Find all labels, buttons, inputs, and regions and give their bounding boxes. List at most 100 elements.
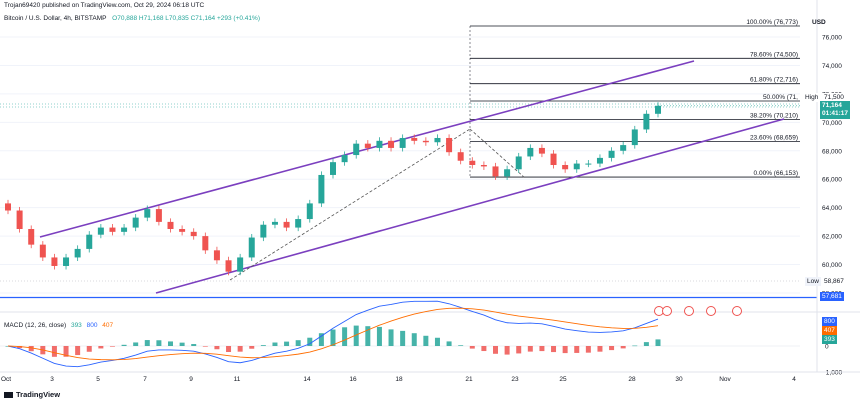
time-tick-label: 23 — [511, 376, 519, 383]
candle-body — [504, 169, 511, 177]
macd-tick-label: −1,000 — [822, 370, 842, 377]
macd-histogram-bar — [86, 346, 92, 352]
candle-body — [388, 140, 395, 148]
fib-level-label: 61.80% (72,716) — [750, 77, 798, 84]
currency-label: USD — [812, 19, 826, 26]
candle-body — [97, 227, 104, 235]
macd-histogram-bar — [481, 346, 487, 352]
candle-countdown: 01:41:17 — [822, 110, 849, 117]
macd-hist-value: 393 — [70, 322, 82, 329]
price-tick-label: 60,000 — [822, 262, 842, 269]
candle-body — [341, 155, 348, 163]
macd-histogram-bar — [295, 340, 301, 346]
price-tick-label: 66,000 — [822, 177, 842, 184]
macd-signal-value: 407 — [102, 322, 114, 329]
candle-body — [190, 231, 197, 237]
retrace-dashed-line — [469, 128, 526, 179]
candle-body — [237, 257, 244, 272]
macd-histogram-bar — [51, 346, 57, 357]
macd-pane: 0 −1,000 — [0, 300, 860, 377]
macd-badge-signal: 407 — [822, 326, 837, 335]
tradingview-logo[interactable]: TradingView — [4, 390, 60, 399]
time-tick-label: 16 — [349, 376, 357, 383]
macd-histogram-bar — [98, 346, 104, 349]
macd-histogram-bar — [551, 346, 557, 353]
price-channel — [39, 60, 785, 294]
candle-body — [411, 137, 418, 141]
time-tick-label: 4 — [792, 376, 796, 383]
macd-histogram-bar — [516, 346, 522, 354]
time-tick-label: 14 — [303, 376, 311, 383]
tradingview-icon — [4, 392, 13, 399]
macd-histogram-bar — [527, 346, 533, 352]
price-tick-label: 70,000 — [822, 120, 842, 127]
macd-histogram-bar — [446, 341, 452, 346]
macd-histogram-bar — [655, 339, 661, 346]
candle-body — [271, 221, 278, 225]
macd-histogram-bar — [109, 346, 115, 347]
current-price: 71,164 — [822, 102, 842, 109]
symbol-title: Bitcoin / U.S. Dollar, 4h, BITSTAMP — [4, 15, 107, 22]
candle-body — [330, 162, 336, 175]
price-tick-label: 62,000 — [822, 234, 842, 241]
candle-body — [283, 221, 290, 228]
candle-body — [5, 203, 11, 211]
macd-title: MACD (12, 26, close) — [4, 322, 67, 329]
time-tick-label: 30 — [675, 376, 683, 383]
macd-badge-hist: 393 — [822, 335, 837, 344]
candle-body — [306, 203, 313, 220]
candle-body — [155, 209, 162, 222]
macd-histogram-bar — [191, 344, 197, 346]
price-tick-label: 76,000 — [822, 35, 842, 42]
macd-histogram-bar — [353, 325, 359, 346]
trend-dashed-line — [229, 128, 471, 281]
fibonacci-retracement: 100.00% (76,773) 78.60% (74,500) 61.80% (7… — [469, 19, 800, 178]
candle-body — [16, 210, 23, 229]
macd-histogram-bar — [342, 327, 348, 346]
macd-histogram-bar — [562, 346, 568, 354]
brand-name: TradingView — [16, 390, 61, 399]
signal-line — [7, 307, 659, 361]
candle-body — [585, 163, 592, 165]
macd-histogram-bar — [330, 329, 336, 346]
macd-badge-macd: 800 — [822, 317, 837, 326]
macd-histogram-bar — [574, 346, 580, 353]
candle-body — [655, 105, 661, 114]
candle-body — [51, 257, 58, 266]
candle-body — [86, 234, 93, 249]
fib-level-label: 38.20% (70,210) — [750, 112, 798, 119]
candle-body — [28, 229, 35, 245]
fib-level-label: 50.00% (71, — [763, 94, 798, 101]
macd-histogram-bar — [202, 346, 208, 347]
macd-histogram-bar — [620, 346, 626, 349]
event-flag-icon — [706, 306, 716, 316]
macd-histogram-bar — [214, 346, 220, 350]
macd-histogram-bar — [168, 341, 173, 346]
macd-histogram-bar — [63, 346, 69, 357]
time-tick-label: 7 — [143, 376, 147, 383]
time-tick-label: 18 — [395, 376, 403, 383]
macd-histogram-bar — [318, 333, 324, 346]
price-tick-label: 64,000 — [822, 205, 842, 212]
candle-body — [63, 257, 70, 266]
candle-body — [562, 165, 569, 170]
macd-histogram-bar — [260, 345, 266, 346]
macd-histogram-bar — [226, 346, 232, 352]
candle-body — [620, 145, 627, 151]
macd-histogram-bar — [423, 335, 429, 346]
candle-body — [376, 140, 383, 148]
time-tick-label: 5 — [96, 376, 100, 383]
time-tick-label: 21 — [465, 376, 473, 383]
candle-body — [213, 250, 220, 261]
macd-histogram-bar — [597, 346, 603, 352]
low-label: Low — [805, 277, 821, 286]
high-label: High — [803, 93, 821, 102]
channel-upper-line — [39, 60, 695, 238]
macd-histogram-bar — [284, 341, 290, 346]
low-value: 58,867 — [824, 278, 844, 285]
time-tick-label: 11 — [234, 376, 241, 383]
macd-histogram-bar — [411, 333, 417, 346]
candle-body — [515, 156, 522, 170]
